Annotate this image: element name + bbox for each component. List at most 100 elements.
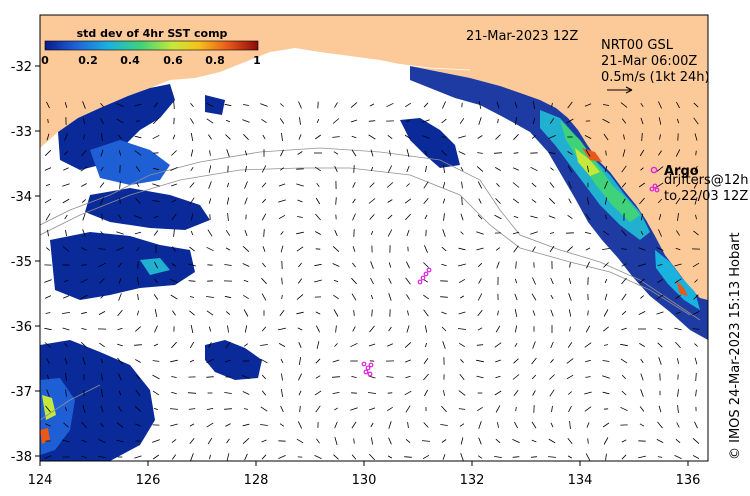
current-vector xyxy=(316,341,320,349)
current-vector xyxy=(640,167,644,171)
current-vector xyxy=(118,278,122,284)
current-vector xyxy=(44,455,52,459)
current-vector xyxy=(99,342,105,348)
current-vector xyxy=(261,374,267,380)
current-vector xyxy=(584,391,592,395)
current-vector xyxy=(206,103,214,107)
current-vector xyxy=(423,102,429,108)
current-vector xyxy=(387,214,393,220)
current-vector xyxy=(153,215,159,219)
current-vector xyxy=(640,102,644,108)
current-vector xyxy=(406,325,410,333)
current-vector xyxy=(46,389,50,397)
current-vector xyxy=(496,101,500,109)
current-vector xyxy=(531,293,537,301)
current-vector xyxy=(404,134,412,140)
current-vector xyxy=(46,358,50,364)
current-vector xyxy=(406,165,410,173)
current-vector xyxy=(333,279,339,283)
current-vector xyxy=(334,436,338,446)
colorbar-tick: 0.8 xyxy=(205,54,225,67)
current-vector xyxy=(656,182,664,188)
current-vector xyxy=(388,437,392,445)
current-vector xyxy=(694,357,698,365)
current-vector xyxy=(83,117,85,125)
current-vector xyxy=(206,376,214,378)
current-vector xyxy=(550,309,554,317)
current-vector xyxy=(208,181,212,189)
current-vector xyxy=(406,294,410,300)
current-vector xyxy=(65,389,67,397)
current-vector xyxy=(566,118,574,124)
current-vector xyxy=(243,134,249,140)
current-vector xyxy=(62,327,70,331)
current-vector xyxy=(603,344,609,346)
argo-marker xyxy=(650,166,658,174)
current-vector xyxy=(46,247,50,251)
current-vector xyxy=(621,263,627,267)
current-vector xyxy=(226,453,230,461)
drifter-marker xyxy=(361,361,367,367)
current-vector xyxy=(421,440,431,442)
current-vector xyxy=(566,358,574,364)
current-vector xyxy=(62,295,70,299)
colorbar-tick: 0 xyxy=(41,54,49,67)
current-vector xyxy=(513,390,519,396)
current-vector xyxy=(568,278,572,284)
current-vector xyxy=(658,117,662,125)
current-vector xyxy=(694,279,698,283)
current-vector xyxy=(404,342,412,348)
current-vector xyxy=(675,311,681,315)
current-vector xyxy=(675,438,681,444)
current-vector xyxy=(64,343,68,347)
current-vector xyxy=(244,197,248,205)
current-vector xyxy=(605,453,607,461)
current-vector xyxy=(604,165,608,173)
current-vector xyxy=(513,245,519,253)
current-vector xyxy=(226,149,230,157)
current-vector xyxy=(548,456,556,458)
current-vector xyxy=(118,293,122,301)
plot-frame xyxy=(39,14,709,462)
current-vector xyxy=(242,263,250,267)
current-vector xyxy=(424,214,428,220)
current-vector xyxy=(334,343,338,347)
current-vector xyxy=(154,278,158,284)
current-vector xyxy=(261,454,267,460)
current-vector xyxy=(658,405,662,413)
current-vector xyxy=(694,165,698,173)
current-vector xyxy=(99,182,105,188)
current-vector xyxy=(333,294,339,300)
current-vector xyxy=(225,423,231,427)
colorbar: std dev of 4hr SST comp 0 0.2 0.4 0.6 0.… xyxy=(41,27,261,67)
current-vector xyxy=(388,278,392,284)
current-vector xyxy=(477,455,483,459)
current-vector xyxy=(549,182,555,188)
current-vector xyxy=(657,421,663,429)
current-vector xyxy=(494,390,502,396)
current-vector xyxy=(567,455,573,459)
current-vector xyxy=(676,118,680,124)
current-vector xyxy=(47,229,49,237)
current-vector xyxy=(476,375,484,379)
current-vector xyxy=(532,341,536,349)
current-vector xyxy=(281,389,283,397)
current-vector xyxy=(172,134,176,140)
current-vector xyxy=(441,263,447,267)
current-vector xyxy=(227,212,229,222)
current-vector xyxy=(585,149,591,157)
current-vector xyxy=(242,423,250,427)
current-vector xyxy=(153,230,159,236)
current-vector xyxy=(406,261,410,269)
current-vector xyxy=(351,421,357,429)
current-vector xyxy=(188,263,196,267)
current-vector xyxy=(261,118,267,124)
current-vector xyxy=(460,437,464,445)
current-vector xyxy=(224,103,232,107)
current-vector xyxy=(152,439,160,443)
current-vector xyxy=(153,102,159,108)
current-vector xyxy=(207,229,213,237)
current-vector xyxy=(278,327,286,331)
current-vector xyxy=(477,327,483,331)
y-axis: -32 -33 -34 -35 -36 -37 -38 xyxy=(11,60,40,465)
